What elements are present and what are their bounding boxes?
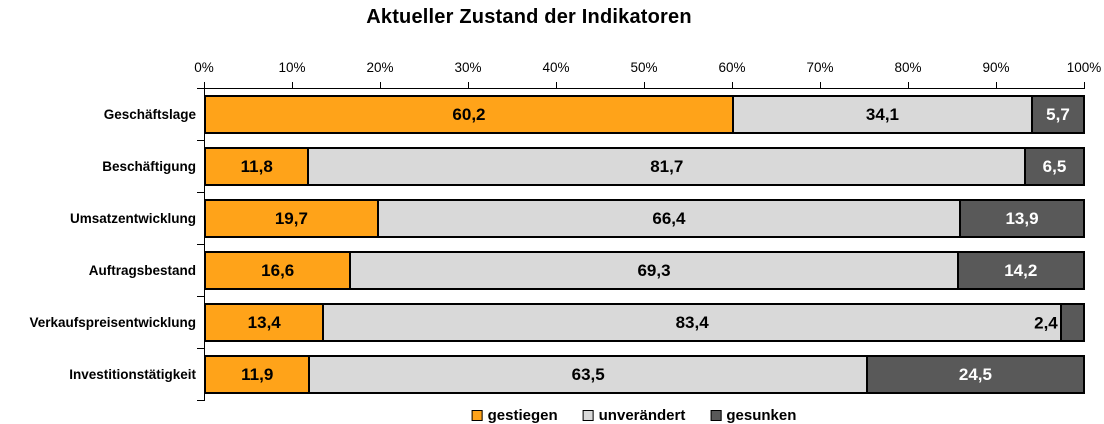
- y-axis-tick: [197, 88, 204, 89]
- category-label: Umsatzentwicklung: [69, 211, 196, 226]
- bar-segment-unverändert: 69,3: [351, 253, 959, 288]
- value-label: 13,4: [247, 313, 281, 332]
- legend-item-gesunken: gesunken: [710, 407, 796, 424]
- bar-row: 13,4 83,4 2,4: [204, 303, 1085, 342]
- bar-segment-gestiegen: 11,8: [206, 149, 310, 184]
- legend-swatch-icon: [710, 410, 722, 421]
- value-label: 60,2: [452, 105, 486, 124]
- y-axis-tick: [197, 192, 204, 193]
- bar-segment-unverändert: 83,4: [324, 305, 1062, 340]
- bar-segment-gesunken: 2,4: [1034, 305, 1083, 340]
- bar-segment-gestiegen: 11,9: [206, 357, 311, 392]
- value-label: 34,1: [865, 105, 900, 124]
- value-label: 13,9: [1005, 209, 1039, 228]
- value-label: 14,2: [1004, 261, 1038, 280]
- bar-segment-unverändert: 81,7: [309, 149, 1026, 184]
- x-axis-tick: [292, 82, 293, 88]
- bar-segment-gesunken: 14,2: [958, 253, 1083, 288]
- y-axis-tick: [197, 400, 204, 401]
- bar-segment-gestiegen: 19,7: [206, 201, 379, 236]
- y-axis-tick: [197, 140, 204, 141]
- y-axis-line: [204, 88, 205, 401]
- bar-row: 60,2 34,1 5,7: [204, 95, 1085, 134]
- bar-segment-gestiegen: 16,6: [206, 253, 352, 288]
- bar-segment-unverändert: 34,1: [733, 97, 1033, 132]
- x-axis-tick-label: 80%: [894, 60, 922, 75]
- value-label: 81,7: [650, 157, 684, 176]
- y-axis-tick: [197, 296, 204, 297]
- bar-segment-gestiegen: 13,4: [206, 305, 325, 340]
- bar-segment-gesunken: 5,7: [1033, 97, 1083, 132]
- value-label: 11,8: [240, 157, 273, 176]
- value-label: 11,9: [241, 365, 274, 384]
- x-axis-tick-label: 0%: [194, 60, 214, 75]
- x-axis-tick-label: 20%: [366, 60, 394, 75]
- bar-row: 19,7 66,4 13,9: [204, 199, 1085, 238]
- bar-row: 16,6 69,3 14,2: [204, 251, 1085, 290]
- bar-segment-gestiegen: 60,2: [206, 97, 734, 132]
- value-label: 24,5: [958, 365, 992, 384]
- x-axis-tick-label: 30%: [454, 60, 482, 75]
- value-label: 83,4: [675, 313, 709, 332]
- legend-swatch-icon: [471, 410, 483, 421]
- bar-segment-gesunken: 13,9: [961, 201, 1083, 236]
- x-axis-tick: [644, 82, 645, 88]
- legend-item-unverändert: unverändert: [582, 407, 686, 424]
- x-axis-tick: [468, 82, 469, 88]
- legend-swatch-icon: [582, 410, 594, 421]
- x-axis-tick: [204, 82, 205, 88]
- value-label: 19,7: [274, 209, 308, 228]
- legend-label: unverändert: [598, 407, 686, 424]
- chart-title: Aktueller Zustand der Indikatoren: [366, 6, 692, 28]
- value-label: 63,5: [571, 365, 605, 384]
- value-label: 6,5: [1042, 157, 1067, 176]
- x-axis-tick-label: 10%: [278, 60, 306, 75]
- category-label: Investitionstätigkeit: [69, 367, 196, 382]
- category-label: Auftragsbestand: [88, 263, 196, 278]
- bar-segment-gesunken: 24,5: [867, 357, 1083, 392]
- x-axis-tick: [556, 82, 557, 88]
- legend-item-gestiegen: gestiegen: [471, 407, 558, 424]
- y-axis-tick: [197, 348, 204, 349]
- bar-row: 11,8 81,7 6,5: [204, 147, 1085, 186]
- bar-segment-gesunken: 6,5: [1025, 149, 1083, 184]
- value-label: 66,4: [652, 209, 686, 228]
- x-axis-tick-label: 100%: [1066, 60, 1102, 75]
- category-label: Geschäftslage: [103, 107, 196, 122]
- value-label: 69,3: [637, 261, 671, 280]
- x-axis-tick: [732, 82, 733, 88]
- value-label: 16,6: [261, 261, 295, 280]
- x-axis-tick: [908, 82, 909, 88]
- x-axis-tick-label: 70%: [806, 60, 834, 75]
- x-axis-tick-label: 40%: [542, 60, 570, 75]
- x-axis-tick-label: 60%: [718, 60, 746, 75]
- category-label: Beschäftigung: [102, 159, 196, 174]
- x-axis-tick: [380, 82, 381, 88]
- category-label: Verkaufspreisentwicklung: [29, 315, 196, 330]
- legend: gestiegen unverändert gesunken: [471, 407, 796, 424]
- x-axis-tick: [1084, 82, 1085, 88]
- bar-segment-unverändert: 66,4: [378, 201, 962, 236]
- x-axis-tick-label: 90%: [982, 60, 1010, 75]
- x-axis-tick: [820, 82, 821, 88]
- legend-label: gestiegen: [487, 407, 558, 424]
- value-label: 2,4: [1034, 313, 1058, 332]
- bar-row: 11,9 63,5 24,5: [204, 355, 1085, 394]
- x-axis-line: [204, 88, 1085, 89]
- bar-segment-unverändert: 63,5: [310, 357, 868, 392]
- x-axis-tick: [996, 82, 997, 88]
- value-label: 5,7: [1046, 105, 1070, 124]
- y-axis-tick: [197, 244, 204, 245]
- legend-label: gesunken: [726, 407, 797, 424]
- x-axis-tick-label: 50%: [630, 60, 658, 75]
